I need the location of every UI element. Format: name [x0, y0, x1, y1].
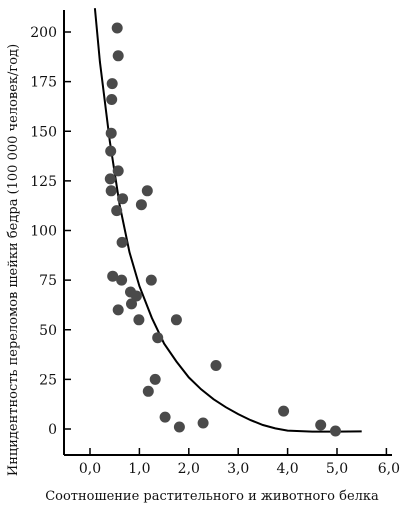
data-point	[112, 304, 124, 316]
data-point	[145, 274, 157, 286]
y-tick-label: 25	[39, 372, 57, 388]
data-point	[141, 185, 153, 197]
data-point	[159, 411, 171, 423]
data-point	[130, 290, 142, 302]
data-point	[106, 78, 118, 90]
x-tick-label: 6,0	[378, 461, 400, 477]
x-tick-label: 3,0	[227, 461, 249, 477]
x-tick-label: 5,0	[326, 461, 348, 477]
data-point	[126, 298, 137, 310]
data-point	[105, 185, 117, 197]
data-point	[117, 193, 129, 205]
data-point	[133, 314, 145, 326]
x-axis-title: Соотношение растительного и животного бе…	[45, 489, 379, 504]
data-point	[135, 199, 147, 211]
data-point	[315, 419, 327, 431]
x-tick-label: 1,0	[128, 461, 150, 477]
plot-axes	[63, 10, 392, 456]
data-point	[116, 274, 128, 286]
data-point	[107, 270, 119, 282]
x-tick-label: 0,0	[79, 461, 101, 477]
y-axis-title: Инцидентность переломов шейки бедра (100…	[6, 44, 21, 476]
data-point	[111, 205, 123, 217]
data-point	[278, 405, 290, 417]
y-tick-label: 200	[30, 25, 57, 41]
y-tick-label: 150	[30, 124, 57, 140]
y-tick-label: 125	[30, 174, 57, 190]
data-points	[104, 22, 341, 437]
x-tick-label: 2,0	[178, 461, 200, 477]
data-point	[142, 385, 154, 397]
y-tick-label: 175	[30, 75, 57, 91]
y-ticks: 0 25 50 75 100 125 150 175 200	[30, 25, 71, 438]
data-point	[197, 417, 209, 429]
data-point	[173, 421, 185, 433]
data-point	[116, 236, 128, 248]
data-point	[152, 332, 164, 344]
data-point	[210, 360, 222, 371]
data-point	[330, 425, 341, 437]
data-point	[112, 50, 124, 62]
y-tick-label: 50	[39, 323, 57, 339]
x-ticks: 0,0 1,0 2,0 3,0 4,0 5,0 6,0	[79, 448, 400, 477]
y-tick-label: 0	[48, 422, 57, 438]
data-point	[112, 165, 124, 177]
data-point	[170, 314, 182, 326]
y-tick-label: 100	[30, 224, 57, 240]
fit-curve	[93, 8, 362, 433]
data-point	[105, 145, 117, 157]
x-tick-label: 4,0	[276, 461, 298, 477]
data-point	[111, 22, 123, 34]
y-tick-label: 75	[39, 273, 57, 289]
data-point	[105, 127, 117, 139]
data-point	[149, 373, 161, 385]
data-point	[104, 173, 116, 185]
data-point	[106, 94, 118, 105]
